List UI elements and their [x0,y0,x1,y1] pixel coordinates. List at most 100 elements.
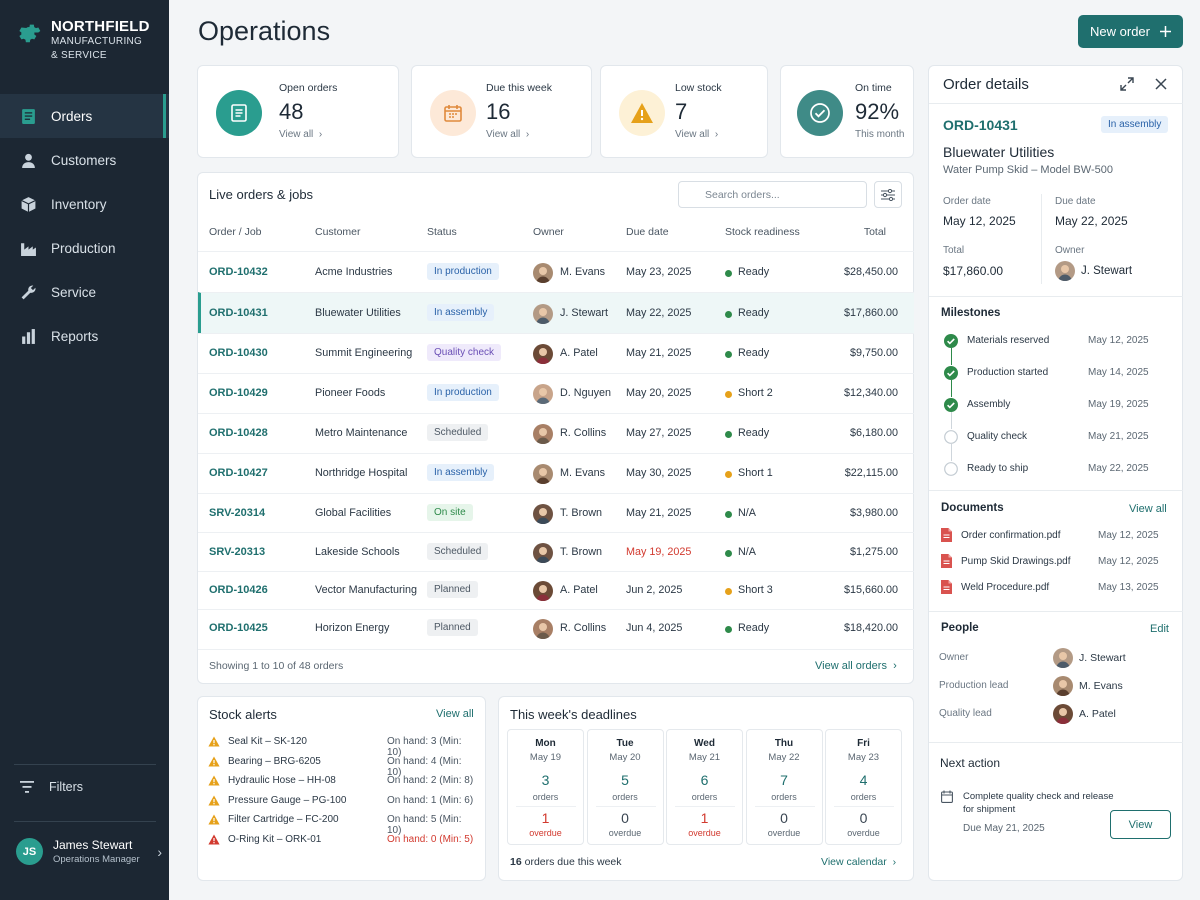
owner-cell: D. Nguyen [560,387,612,399]
summary-count: 16 [510,856,522,868]
stock-alert-item[interactable]: Filter Cartridge – FC-200 On hand: 5 (Min… [208,811,478,836]
order-id-link[interactable]: SRV-20314 [209,507,266,519]
table-row[interactable]: ORD-10431 Bluewater Utilities In assembly J… [198,292,914,333]
documents-view-all-link[interactable]: View all [1129,503,1167,515]
status-badge: Planned [427,581,478,598]
kpi-view-all-link[interactable]: View all › [675,129,718,140]
order-date-label: Order date [943,196,991,207]
order-id-link[interactable]: ORD-10426 [209,584,268,596]
table-row[interactable]: SRV-20313 Lakeside Schools Scheduled T. Bro… [198,532,914,571]
view-calendar-link[interactable]: View calendar › [821,856,896,868]
stock-cell: Short 1 [738,467,773,479]
document-item[interactable]: Pump Skid Drawings.pdf May 12, 2025 [941,554,1171,572]
stock-alert-item[interactable]: Bearing – BRG-6205 On hand: 4 (Min: 10) [208,753,478,778]
column-header[interactable]: Customer [315,226,361,238]
order-id-link[interactable]: ORD-10431 [209,307,268,319]
due-date-cell: May 22, 2025 [626,307,692,319]
column-header[interactable]: Total [863,226,886,238]
next-action-view-button[interactable]: View [1110,810,1171,839]
new-order-button[interactable]: New order [1078,15,1183,48]
stock-status-dot [725,511,732,518]
column-header[interactable]: Due date [626,226,669,238]
order-id-link[interactable]: ORD-10428 [209,427,268,439]
order-id-link[interactable]: ORD-10430 [209,347,268,359]
nav-item-orders[interactable]: Orders [0,94,169,138]
table-row[interactable]: ORD-10427 Northridge Hospital In assembly M… [198,453,914,493]
deadline-day-card[interactable]: Fri May 23 4 orders 0 overdue [825,729,902,845]
table-row[interactable]: ORD-10428 Metro Maintenance Scheduled R. Co… [198,413,914,453]
nav-label: Inventory [51,196,107,212]
total-cell: $6,180.00 [849,427,898,439]
alert-part-name: O-Ring Kit – ORK-01 [228,833,322,845]
chevron-right-icon: › [318,129,323,140]
overdue-count: 0 [859,810,868,826]
nav-item-service[interactable]: Service [0,270,169,314]
stock-alert-item[interactable]: Hydraulic Hose – HH-08 On hand: 2 (Min: 8… [208,772,478,791]
order-id-link[interactable]: ORD-10427 [209,467,268,479]
order-id-link[interactable]: ORD-10425 [209,622,268,634]
warning-icon [208,814,220,825]
link-label: View calendar [821,856,887,868]
order-id-link[interactable]: ORD-10432 [209,266,268,278]
stock-alert-item[interactable]: Seal Kit – SK-120 On hand: 3 (Min: 10) [208,733,478,758]
deadline-day-card[interactable]: Tue May 20 5 orders 0 overdue [586,729,664,845]
kpi-value: 48 [279,99,304,124]
table-row[interactable]: ORD-10430 Summit Engineering Quality check… [198,333,914,373]
table-row[interactable]: ORD-10429 Pioneer Foods In production D. Ng… [198,373,914,413]
due-date-value: May 22, 2025 [1055,214,1128,228]
status-badge: Planned [427,619,478,636]
overdue-count: 0 [621,810,629,826]
milestone-date: May 21, 2025 [1088,431,1149,442]
table-row[interactable]: ORD-10425 Horizon Energy Planned R. Collins… [198,609,914,647]
user-menu[interactable]: JS James Stewart Operations Manager › [16,838,162,865]
close-icon[interactable] [1155,78,1167,90]
owner-cell: R. Collins [560,622,607,634]
stock-view-all-link[interactable]: View all [436,708,474,720]
divider [929,490,1183,491]
nav-item-reports[interactable]: Reports [0,314,169,358]
stock-alert-item[interactable]: Pressure Gauge – PG-100 On hand: 1 (Min: … [208,792,478,811]
table-row[interactable]: ORD-10432 Acme Industries In production M. … [198,251,914,292]
column-header[interactable]: Owner [533,226,564,238]
nav-item-inventory[interactable]: Inventory [0,182,169,226]
deadline-day-card[interactable]: Thu May 22 7 orders 0 overdue [745,729,823,845]
stock-alert-item[interactable]: O-Ring Kit – ORK-01 On hand: 0 (Min: 5) [208,831,478,850]
table-row[interactable]: SRV-20314 Global Facilities On site T. Brow… [198,493,914,532]
document-item[interactable]: Weld Procedure.pdf May 13, 2025 [941,580,1171,598]
deadline-day-card[interactable]: Mon May 19 3 orders 1 overdue [507,729,584,845]
alert-part-name: Seal Kit – SK-120 [228,736,307,747]
filter-icon [20,781,34,793]
order-id-link[interactable]: SRV-20313 [209,546,266,558]
kpi-view-all-link[interactable]: View all › [279,129,322,140]
nav-label: Reports [51,328,99,344]
expand-icon[interactable] [1120,77,1134,91]
order-id-link[interactable]: ORD-10429 [209,387,268,399]
avatar [533,304,553,324]
milestone-connector [951,412,952,429]
total-cell: $17,860.00 [843,307,898,319]
orders-label: orders [532,792,559,802]
kpi-label: On time [855,82,892,94]
customer-cell: Pioneer Foods [315,387,386,399]
kpi-view-all-link[interactable]: View all › [486,129,529,140]
people-edit-link[interactable]: Edit [1150,623,1169,635]
column-header[interactable]: Status [427,226,457,238]
filters-button[interactable]: Filters [20,776,83,798]
kpi-value: 7 [675,99,688,124]
avatar [533,543,553,563]
nav-item-customers[interactable]: Customers [0,138,169,182]
filter-settings-button[interactable] [874,181,902,208]
deadline-day-card[interactable]: Wed May 21 6 orders 1 overdue [666,729,743,845]
owner-cell: R. Collins [560,427,607,439]
column-header[interactable]: Order / Job [209,226,262,238]
avatar [533,344,553,364]
column-header[interactable]: Stock readiness [725,226,800,238]
milestone-item: Quality check May 21, 2025 [943,429,1163,447]
document-item[interactable]: Order confirmation.pdf May 12, 2025 [941,528,1171,546]
search-input[interactable] [678,181,867,208]
day-date: May 19 [529,752,562,763]
user-avatar: JS [16,838,43,865]
nav-item-production[interactable]: Production [0,226,169,270]
view-all-orders-link[interactable]: View all orders › [815,660,897,672]
table-row[interactable]: ORD-10426 Vector Manufacturing Planned A. P… [198,571,914,609]
